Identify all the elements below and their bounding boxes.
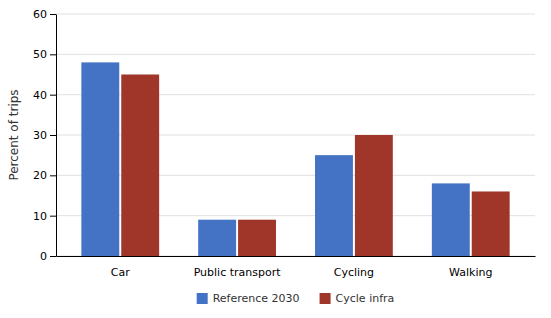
legend-swatch <box>197 293 208 304</box>
tick-label: 30 <box>33 129 47 142</box>
legend-item: Cycle infra <box>320 292 395 305</box>
tick: 20 <box>33 169 56 182</box>
tick: Cycling <box>334 266 374 279</box>
chart-container: 0 10 20 30 40 50 60 Car Public transport Cycling W… <box>0 0 551 318</box>
bar <box>121 75 159 257</box>
bar <box>198 220 236 256</box>
tick-mark <box>50 14 56 15</box>
tick-label: Public transport <box>194 266 282 279</box>
tick-mark <box>50 175 56 176</box>
x-axis: Car Public transport Cycling Walking <box>57 257 536 280</box>
tick-label: 10 <box>33 210 47 223</box>
grid-line <box>56 14 535 15</box>
y-axis: 0 10 20 30 40 50 60 <box>33 8 57 263</box>
tick-mark <box>50 95 56 96</box>
axis-line <box>56 15 57 257</box>
tick-mark <box>50 54 56 55</box>
bar <box>355 135 393 256</box>
bar <box>432 183 470 256</box>
y-axis-title: Percent of trips <box>7 89 21 180</box>
tick: Public transport <box>194 266 282 279</box>
bar-series <box>121 75 509 257</box>
tick-label: 60 <box>33 8 47 21</box>
bars <box>81 62 509 256</box>
bar <box>315 155 353 256</box>
tick: 60 <box>33 8 56 21</box>
tick: 10 <box>33 210 56 223</box>
tick-mark <box>50 135 56 136</box>
tick-label: Car <box>111 266 130 279</box>
tick-mark <box>50 256 56 257</box>
tick-label: 40 <box>33 89 47 102</box>
legend-item: Reference 2030 <box>197 292 300 305</box>
tick: 0 <box>40 250 56 263</box>
tick: 30 <box>33 129 56 142</box>
grid <box>56 14 535 256</box>
tick-label: 0 <box>40 250 47 263</box>
tick: Walking <box>449 266 492 279</box>
legend: Reference 2030 Cycle infra <box>197 292 395 305</box>
plot-area: 0 10 20 30 40 50 60 Car Public transport Cycling W… <box>33 8 536 279</box>
chart-svg: 0 10 20 30 40 50 60 Car Public transport Cycling W… <box>0 0 551 318</box>
axis-line <box>57 256 536 257</box>
tick-label: Walking <box>449 266 492 279</box>
grid-line <box>56 54 535 55</box>
tick: 40 <box>33 89 56 102</box>
tick-label: 20 <box>33 169 47 182</box>
bar <box>238 220 276 256</box>
bar-series <box>81 62 469 256</box>
legend-swatch <box>320 293 331 304</box>
tick-label: 50 <box>33 48 47 61</box>
tick-mark <box>50 216 56 217</box>
bar <box>81 62 119 256</box>
tick-label: Cycling <box>334 266 374 279</box>
legend-label: Cycle infra <box>336 292 395 305</box>
legend-label: Reference 2030 <box>213 292 300 305</box>
tick: 50 <box>33 48 56 61</box>
bar <box>472 191 510 256</box>
tick: Car <box>111 266 130 279</box>
